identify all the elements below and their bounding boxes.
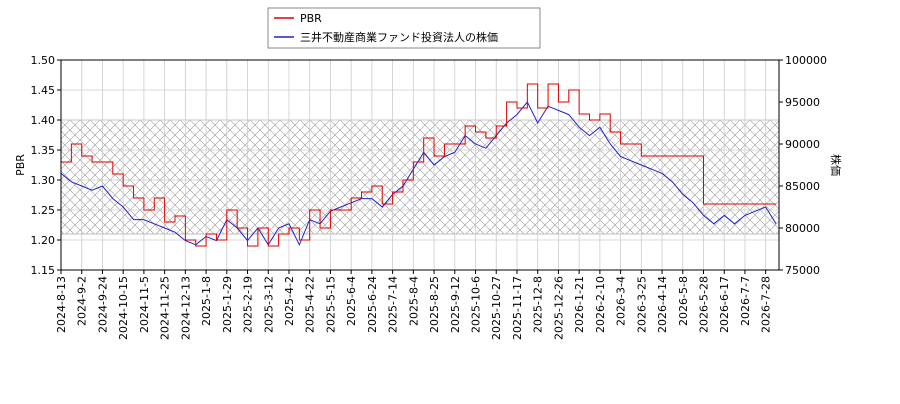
x-tick-label: 2025-5-15 xyxy=(324,276,337,333)
x-tick-label: 2024-12-13 xyxy=(179,276,192,340)
x-tick-label: 2026-1-21 xyxy=(573,276,586,333)
x-tick-label: 2024-9-2 xyxy=(76,276,89,326)
x-tick-label: 2025-10-27 xyxy=(490,276,503,340)
x-tick-label: 2025-8-4 xyxy=(407,276,420,326)
x-tick-label: 2026-4-14 xyxy=(656,276,669,333)
x-tick-label: 2024-11-25 xyxy=(159,276,172,340)
x-tick-label: 2024-11-5 xyxy=(138,276,151,333)
x-tick-label: 2026-7-7 xyxy=(739,276,752,326)
y2-tick-label: 80000 xyxy=(785,222,820,235)
x-tick-label: 2026-7-28 xyxy=(760,276,773,333)
x-tick-label: 2025-1-8 xyxy=(200,276,213,326)
x-tick-label: 2025-8-25 xyxy=(428,276,441,333)
legend-label: 三井不動産商業ファンド投資法人の株価 xyxy=(300,30,498,44)
x-tick-label: 2025-12-8 xyxy=(532,276,545,333)
x-tick-label: 2026-5-8 xyxy=(677,276,690,326)
x-tick-label: 2025-3-12 xyxy=(262,276,275,333)
y-tick-label: 1.15 xyxy=(31,264,56,277)
x-tick-label: 2024-9-24 xyxy=(96,276,109,333)
y-tick-label: 1.45 xyxy=(31,84,56,97)
x-tick-label: 2026-6-17 xyxy=(718,276,731,333)
x-tick-label: 2025-10-6 xyxy=(470,276,483,333)
x-tick-label: 2025-6-24 xyxy=(366,276,379,333)
x-tick-label: 2026-2-10 xyxy=(594,276,607,333)
y-tick-label: 1.25 xyxy=(31,204,56,217)
x-tick-label: 2026-5-28 xyxy=(697,276,710,333)
series-line xyxy=(61,83,777,247)
y2-tick-label: 75000 xyxy=(785,264,820,277)
x-tick-label: 2025-2-19 xyxy=(242,276,255,333)
plot-frame xyxy=(60,59,780,271)
x-tick-label: 2025-9-12 xyxy=(449,276,462,333)
x-tick-label: 2025-12-26 xyxy=(552,276,565,340)
legend-label: PBR xyxy=(300,12,322,25)
legend-box xyxy=(267,7,541,49)
x-tick-label: 2026-3-4 xyxy=(615,276,628,326)
y-tick-label: 1.40 xyxy=(31,114,56,127)
x-tick-label: 2026-3-25 xyxy=(635,276,648,333)
y2-tick-label: 90000 xyxy=(785,138,820,151)
x-tick-label: 2024-8-13 xyxy=(55,276,68,333)
y2-tick-label: 100000 xyxy=(785,54,827,67)
hatch-band xyxy=(60,119,780,235)
x-tick-label: 2024-10-15 xyxy=(117,276,130,340)
y2-tick-label: 95000 xyxy=(785,96,820,109)
legend: PBR 三井不動産商業ファンド投資法人の株価 xyxy=(267,7,541,49)
y-tick-label: 1.50 xyxy=(31,54,56,67)
x-tick-label: 2025-6-4 xyxy=(345,276,358,326)
x-tick-label: 2025-1-29 xyxy=(221,276,234,333)
x-tick-label: 2025-11-17 xyxy=(511,276,524,340)
y-tick-label: 1.30 xyxy=(31,174,56,187)
series-line xyxy=(60,101,777,247)
y-axis-label: PBR xyxy=(14,154,27,176)
y2-axis-label: 株価 xyxy=(829,154,843,176)
y-tick-label: 1.35 xyxy=(31,144,56,157)
y2-tick-label: 85000 xyxy=(785,180,820,193)
x-tick-label: 2025-7-14 xyxy=(387,276,400,333)
x-tick-label: 2025-4-2 xyxy=(283,276,296,326)
y-tick-label: 1.20 xyxy=(31,234,56,247)
x-tick-label: 2025-4-22 xyxy=(304,276,317,333)
